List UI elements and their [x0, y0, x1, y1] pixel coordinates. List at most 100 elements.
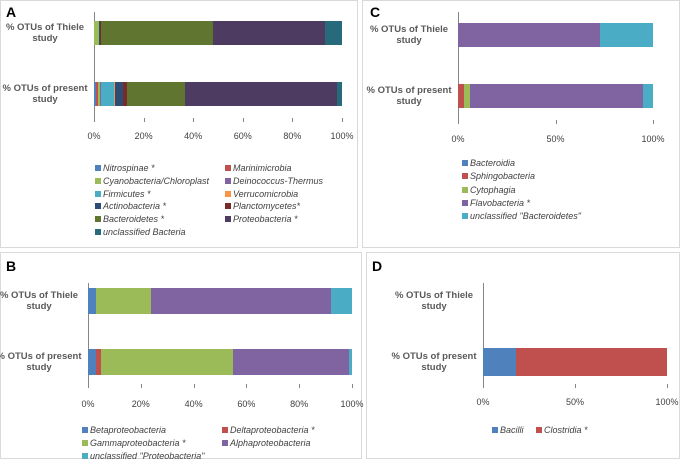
tick-mark — [246, 384, 248, 388]
tick-mark — [193, 118, 195, 122]
legend-swatch — [462, 173, 468, 180]
legend-swatch — [462, 160, 468, 166]
bar-segment — [113, 82, 116, 106]
category-label: % OTUs of Thiele study — [394, 290, 474, 312]
legend-swatch — [95, 216, 101, 223]
legend-swatch — [536, 427, 542, 433]
bar-segment — [98, 21, 101, 45]
legend-label: Verrucomicrobia — [233, 188, 299, 199]
bar-segment — [469, 84, 644, 108]
bar-segment — [101, 349, 234, 375]
tick-mark — [292, 118, 294, 122]
tick-mark — [483, 384, 484, 388]
legend-label: Gammaproteobacteria * — [90, 438, 186, 448]
legend-swatch — [82, 453, 88, 459]
legend-label: Marinimicrobia — [233, 163, 292, 173]
x-tick-label: 20% — [131, 399, 150, 409]
legend-label: Sphingobacteria — [470, 171, 536, 182]
x-tick-label: 50% — [546, 134, 565, 144]
tick-mark — [458, 120, 459, 124]
x-tick-label: 40% — [184, 131, 203, 141]
x-tick-label: 60% — [237, 399, 256, 409]
legend-swatch — [95, 165, 101, 171]
y-axis — [94, 12, 95, 120]
legend-swatch — [492, 427, 498, 433]
bar-segment — [100, 21, 102, 45]
tick-mark — [140, 384, 142, 388]
bar-segment — [349, 349, 352, 375]
legend-swatch — [95, 177, 101, 184]
legend-label: Betaproteobacteria — [90, 425, 167, 435]
legend-label: Actinobacteria * — [103, 201, 167, 212]
bar-segment — [97, 82, 101, 106]
x-tick-label: 100% — [655, 397, 679, 407]
x-tick-label: 0% — [87, 131, 101, 141]
bar-segment — [458, 84, 464, 108]
bar-segment — [483, 348, 517, 376]
tick-mark — [667, 384, 668, 388]
legend-swatch — [82, 427, 88, 433]
category-label: % OTUs of present study — [2, 83, 88, 105]
bar-segment — [100, 82, 102, 106]
legend-label: unclassified Bacteria — [103, 227, 186, 237]
category-label: % OTUs of Thiele study — [369, 24, 449, 46]
tick-mark — [299, 384, 301, 388]
legend-label: Firmicutes * — [103, 188, 151, 199]
category-label: % OTUs of Thiele study — [5, 22, 85, 44]
tick-mark — [555, 120, 557, 124]
legend-label: Clostridia * — [544, 425, 588, 435]
bar-segment — [101, 21, 214, 45]
bar-segment — [337, 82, 342, 106]
x-tick-label: 0% — [451, 134, 465, 144]
bar-segment — [324, 21, 342, 45]
x-tick-label: 100% — [330, 131, 354, 141]
legend-swatch — [95, 190, 101, 197]
panel-label: B — [6, 258, 17, 274]
bar-segment — [643, 84, 653, 108]
bar-segment — [151, 288, 331, 314]
bar-segment — [213, 21, 325, 45]
legend-swatch — [462, 213, 468, 220]
legend-label: Proteobacteria * — [233, 214, 298, 225]
legend-label: Deltaproteobacteria * — [230, 425, 315, 435]
legend-swatch — [462, 186, 468, 193]
x-tick-label: 0% — [81, 399, 95, 409]
legend-label: Deinococcus-Thermus — [233, 175, 324, 186]
bar-segment — [115, 82, 123, 106]
panel-label: D — [372, 258, 383, 274]
tick-mark — [352, 384, 353, 388]
legend-label: unclassified "Bacteroidetes" — [470, 211, 581, 222]
legend-label: Bacteroidetes * — [103, 214, 165, 225]
legend-label: Cyanobacteria/Chloroplast — [103, 175, 210, 186]
category-label: % OTUs of present study — [366, 85, 452, 107]
y-axis — [88, 283, 89, 386]
legend-swatch — [225, 216, 231, 223]
x-tick-label: 100% — [641, 134, 665, 144]
bar-segment — [96, 82, 98, 106]
x-tick-label: 50% — [565, 397, 585, 407]
legend-label: unclassified "Proteobacteria" — [90, 451, 205, 461]
x-tick-label: 20% — [134, 131, 153, 141]
tick-mark — [342, 118, 343, 122]
bar-segment — [233, 349, 350, 375]
bar-segment — [88, 288, 96, 314]
bar-segment — [600, 23, 653, 47]
tick-mark — [143, 118, 145, 122]
legend-label: Flavobacteria * — [470, 197, 531, 208]
legend-label: Cytophagia — [470, 184, 516, 195]
tick-mark — [88, 384, 89, 388]
legend-swatch — [222, 440, 228, 446]
bar-segment — [330, 288, 352, 314]
legend-swatch — [82, 440, 88, 446]
y-axis — [483, 283, 484, 386]
bar-segment — [122, 82, 128, 106]
legend-swatch — [225, 190, 231, 197]
legend-label: Planctomycetes* — [233, 201, 301, 212]
legend-swatch — [95, 203, 101, 210]
legend-swatch — [225, 165, 231, 171]
tick-mark — [193, 384, 195, 388]
legend-label: Nitrospinae * — [103, 163, 155, 173]
category-label: % OTUs of present study — [0, 351, 82, 373]
bar-segment — [516, 348, 667, 376]
legend-swatch — [95, 229, 101, 235]
